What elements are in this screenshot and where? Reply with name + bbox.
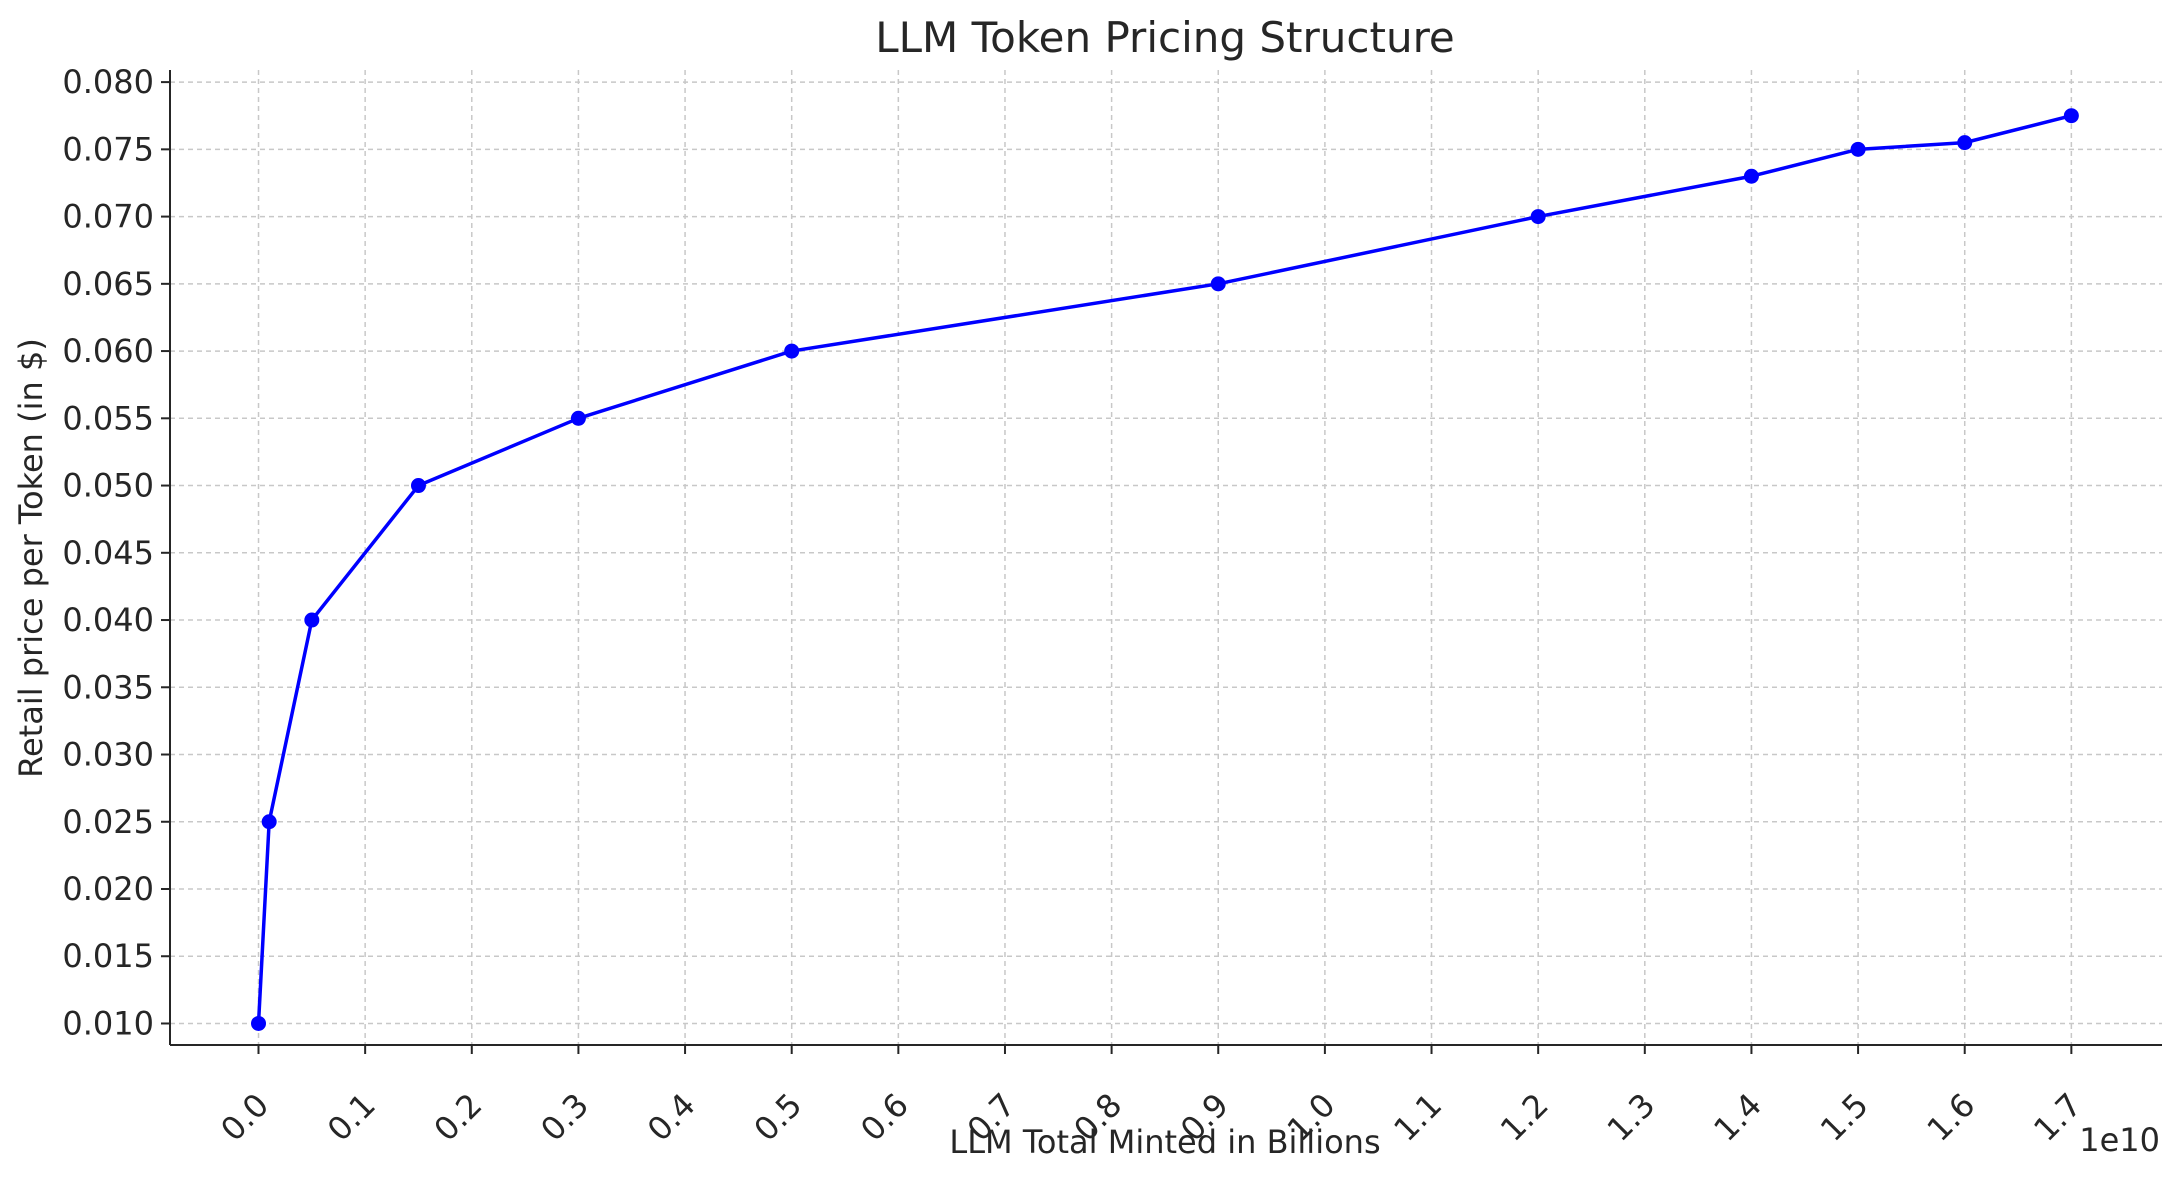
chart-title: LLM Token Pricing Structure (875, 13, 1455, 62)
x-tick-label: 0.5 (747, 1086, 810, 1149)
y-tick-label: 0.030 (62, 736, 154, 774)
x-tick-label: 1.3 (1600, 1086, 1663, 1149)
x-axis-label: LLM Total Minted in Billions (949, 1123, 1380, 1161)
y-tick-label: 0.040 (62, 601, 154, 639)
y-tick-label: 0.070 (62, 198, 154, 236)
y-tick-label: 0.080 (62, 63, 154, 101)
axes (169, 70, 2162, 1046)
data-point (1210, 276, 1226, 292)
series-line (256, 114, 2072, 1024)
data-point (410, 478, 426, 494)
data-point (1530, 209, 1546, 225)
y-tick-label: 0.055 (62, 399, 154, 437)
y-tick-label: 0.075 (62, 130, 154, 168)
data-point (2063, 108, 2079, 124)
x-offset-label: 1e10 (2079, 1121, 2160, 1159)
y-ticks: 0.010 0.015 0.020 0.025 0.030 0.035 0.040 0.045… (62, 63, 170, 1042)
x-tick-label: 1.4 (1706, 1086, 1769, 1149)
grid (170, 70, 2162, 1045)
data-point (251, 1015, 267, 1031)
y-tick-label: 0.020 (62, 870, 154, 908)
x-tick-label: 0.0 (213, 1086, 276, 1149)
x-tick-label: 0.3 (533, 1086, 596, 1149)
y-tick-label: 0.010 (62, 1004, 154, 1042)
x-tick-label: 0.4 (640, 1086, 703, 1149)
y-tick-label: 0.060 (62, 332, 154, 370)
x-tick-label: 1.1 (1386, 1086, 1449, 1149)
data-point (784, 343, 800, 359)
data-point (1850, 141, 1866, 157)
y-tick-label: 0.015 (62, 937, 154, 975)
data-point (304, 612, 320, 628)
y-tick-label: 0.050 (62, 467, 154, 505)
data-point (570, 410, 586, 426)
y-tick-label: 0.065 (62, 265, 154, 303)
x-tick-label: 1.5 (1813, 1086, 1876, 1149)
y-tick-label: 0.045 (62, 534, 154, 572)
x-tick-label: 1.2 (1493, 1086, 1556, 1149)
series-1 (251, 108, 2079, 1031)
x-tick-label: 0.2 (427, 1086, 490, 1149)
x-tick-label: 0.6 (853, 1086, 916, 1149)
x-tick-label: 0.1 (320, 1086, 383, 1149)
data-point (1957, 135, 1973, 151)
y-tick-label: 0.025 (62, 803, 154, 841)
data-point (1743, 168, 1759, 184)
y-tick-label: 0.035 (62, 668, 154, 706)
x-tick-label: 1.6 (1920, 1086, 1983, 1149)
y-axis-label: Retail price per Token (in $) (12, 338, 50, 778)
data-point (261, 814, 277, 830)
